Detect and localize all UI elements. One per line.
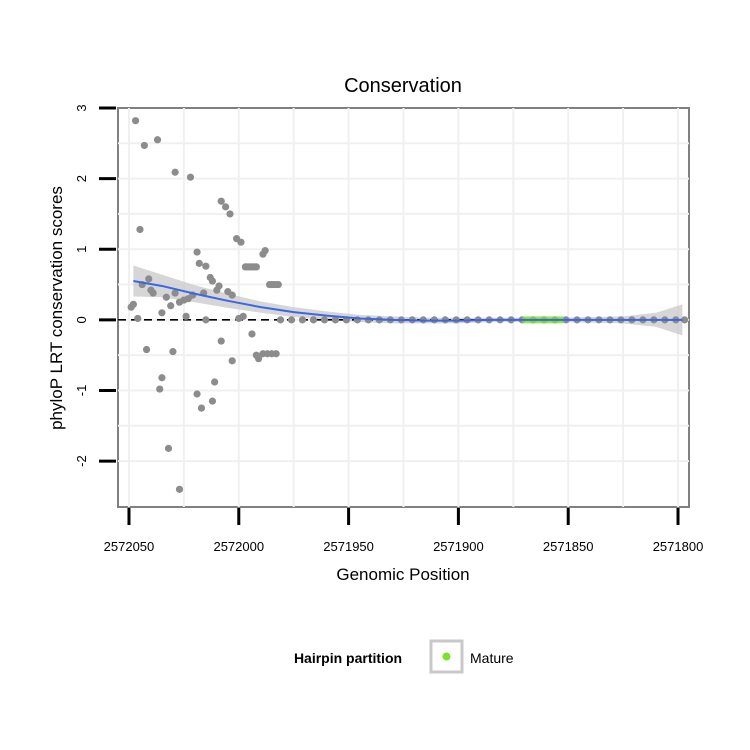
- y-tick-label: -1: [74, 385, 89, 397]
- x-tick-label: 2572000: [213, 539, 264, 554]
- data-point: [153, 136, 162, 144]
- data-point: [252, 263, 260, 271]
- y-tick-label: 3: [74, 104, 89, 111]
- data-point: [217, 197, 225, 205]
- data-point: [217, 337, 225, 345]
- data-point: [134, 314, 142, 323]
- data-point: [224, 288, 232, 296]
- y-tick-label: -2: [74, 455, 89, 467]
- data-point: [197, 404, 206, 412]
- x-tick-label: 2572050: [104, 539, 155, 554]
- data-point: [211, 378, 219, 386]
- y-tick-label: 1: [74, 246, 89, 253]
- data-point: [254, 355, 263, 363]
- data-point: [274, 280, 282, 289]
- data-point: [162, 293, 170, 301]
- data-point: [145, 275, 153, 283]
- x-tick-label: 2571850: [543, 539, 594, 554]
- smooth-line: [133, 280, 683, 322]
- data-point: [222, 203, 230, 211]
- data-point: [131, 117, 140, 125]
- data-point: [215, 282, 223, 290]
- data-point: [136, 225, 144, 234]
- smooth-curve: [133, 280, 683, 322]
- legend-title: Hairpin partition: [294, 650, 402, 666]
- data-point: [164, 444, 173, 452]
- data-point: [142, 345, 151, 354]
- x-tick-label: 2571800: [653, 539, 704, 554]
- data-point: [681, 316, 689, 324]
- data-point: [171, 168, 179, 176]
- data-point: [195, 259, 203, 267]
- data-point: [158, 309, 166, 317]
- data-point: [182, 312, 190, 320]
- data-point: [175, 485, 184, 493]
- data-point: [169, 348, 177, 356]
- data-point: [287, 316, 296, 324]
- legend-key-mature: [429, 639, 464, 674]
- data-point: [129, 300, 137, 308]
- data-point: [193, 390, 201, 398]
- y-axis: -2 -1 0 1 2 3: [74, 104, 116, 467]
- data-points: [127, 117, 689, 493]
- data-point: [237, 238, 245, 246]
- data-point: [186, 173, 195, 181]
- data-point: [202, 316, 210, 324]
- data-point: [272, 350, 280, 358]
- data-point: [156, 385, 164, 393]
- x-axis-label: Genomic Position: [336, 565, 469, 584]
- data-point: [171, 289, 179, 297]
- data-point: [309, 316, 318, 324]
- x-tick-label: 2571900: [433, 539, 484, 554]
- chart-title: Conservation: [344, 75, 462, 97]
- data-point: [276, 316, 285, 324]
- data-point: [158, 374, 166, 382]
- x-axis: 2572050 2572000 2571950 2571900 2571850 25718…: [104, 508, 704, 554]
- data-point: [331, 316, 340, 324]
- y-tick-label: 2: [74, 175, 89, 182]
- legend-label-mature: Mature: [470, 650, 514, 666]
- data-point: [261, 247, 269, 255]
- data-point: [140, 141, 148, 150]
- data-point: [202, 262, 210, 270]
- data-point: [248, 330, 256, 338]
- plot-area: [117, 107, 690, 508]
- data-point: [193, 248, 201, 256]
- data-point: [320, 316, 329, 324]
- data-point: [235, 314, 243, 323]
- x-tick-label: 2571950: [323, 539, 374, 554]
- data-point: [149, 289, 157, 297]
- y-tick-label: 0: [74, 316, 89, 323]
- y-axis-label: phyloP LRT conservation scores: [47, 186, 66, 430]
- data-point: [226, 210, 234, 218]
- data-point: [208, 277, 217, 285]
- legend: Hairpin partition Mature: [294, 639, 514, 674]
- data-point: [228, 357, 236, 365]
- data-point: [298, 316, 307, 324]
- data-point: [167, 302, 175, 310]
- data-point: [208, 397, 217, 405]
- legend-swatch-mature: [442, 652, 451, 661]
